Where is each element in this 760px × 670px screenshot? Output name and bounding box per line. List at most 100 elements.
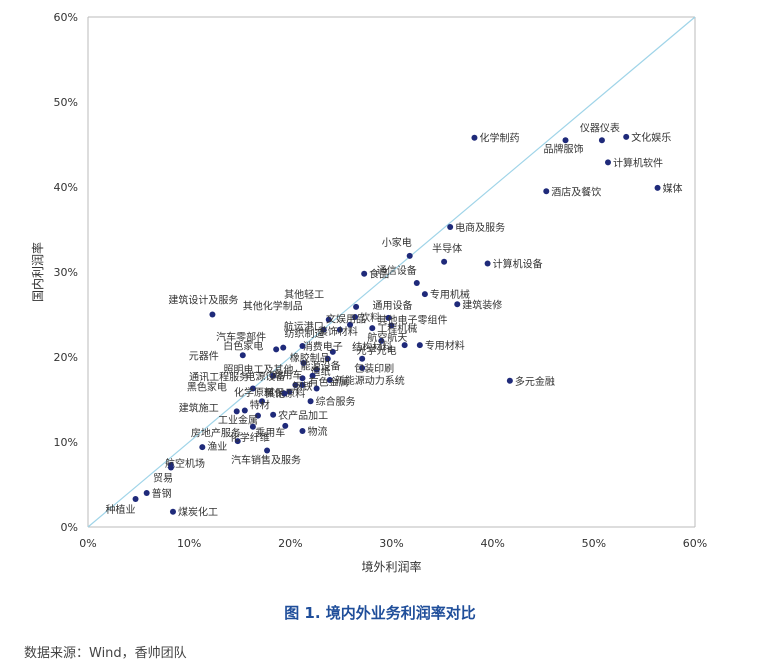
data-point-label: 通讯工程服务: [189, 371, 249, 384]
data-point: [324, 355, 331, 362]
data-point-label: 化学原料: [234, 386, 274, 399]
y-tick-label: 50%: [54, 96, 78, 109]
x-tick-label: 40%: [480, 537, 504, 550]
data-point-label: 航运港口: [284, 320, 324, 333]
data-point-label: 结构材料: [352, 341, 392, 354]
data-point-label: 照明电工及其他: [223, 363, 293, 376]
data-point: [598, 137, 605, 144]
data-point-label: 通用设备: [372, 299, 412, 312]
data-point: [300, 359, 307, 366]
data-point: [280, 344, 287, 351]
data-point: [543, 188, 550, 195]
data-point: [143, 490, 150, 496]
data-point-label: 新能源动力系统: [335, 374, 405, 387]
data-point-label: 特材: [250, 399, 270, 412]
data-point-label: 造纸: [311, 365, 331, 378]
data-point-label: 航空航天: [367, 331, 407, 344]
data-point-label: 计算机设备: [493, 258, 543, 271]
data-point-label: 其他轻工: [284, 288, 324, 301]
data-point-label: 半导体: [432, 242, 462, 255]
data-point-label: 普钢: [152, 487, 172, 500]
data-point: [471, 134, 478, 141]
data-point: [454, 301, 461, 308]
data-point-label: 汽车销售及服务: [231, 454, 301, 467]
data-point: [259, 398, 266, 405]
data-point: [299, 427, 306, 434]
figure-caption: 图 1. 境内外业务利润率对比: [284, 604, 476, 622]
data-point: [234, 438, 241, 445]
data-point-label: 电源设备: [245, 370, 285, 383]
data-point: [132, 495, 139, 502]
data-point: [299, 382, 306, 389]
data-point: [654, 184, 661, 191]
data-point: [249, 385, 256, 392]
y-axis-label: 国内利润率: [30, 242, 45, 302]
data-point: [241, 407, 248, 414]
data-point-label: 白色家电: [223, 340, 263, 353]
data-point: [336, 326, 343, 333]
data-point-label: 装饰材料: [318, 325, 358, 338]
data-point: [320, 326, 327, 333]
data-point-label: 工程机械: [377, 322, 417, 335]
data-point-label: 通信设备: [377, 264, 417, 277]
data-point-label: 文娱用品: [326, 313, 366, 326]
data-point-label: 文化娱乐: [631, 131, 671, 144]
data-point: [282, 422, 289, 429]
data-point: [313, 385, 320, 392]
data-point: [347, 321, 354, 328]
data-point-label: 汽车零部件: [216, 330, 266, 343]
data-point: [264, 447, 271, 454]
data-point-label: 纺织制造: [284, 327, 324, 340]
data-point-label: 化学纤维: [230, 431, 270, 444]
data-source-note: 数据来源：Wind，香帅团队: [24, 646, 187, 661]
data-point-label: 建筑装修: [462, 298, 502, 311]
data-point: [199, 444, 206, 451]
data-point: [378, 337, 385, 344]
data-point-label: 品牌服饰: [544, 142, 584, 155]
data-point-label: 专用材料: [425, 339, 465, 352]
y-tick-label: 10%: [54, 436, 78, 449]
data-point-label: 小家电: [382, 236, 412, 249]
data-point: [270, 372, 277, 379]
data-point: [286, 388, 293, 395]
data-point-label: 光学光电: [357, 344, 397, 357]
data-point: [361, 270, 368, 277]
data-point-label: 航空机场: [165, 457, 205, 470]
y-tick-label: 20%: [54, 351, 78, 364]
y-tick-label: 60%: [54, 11, 78, 24]
data-point: [233, 408, 240, 415]
data-point-label: 种植业: [106, 503, 136, 516]
data-point: [167, 464, 174, 471]
x-tick-label: 30%: [379, 537, 403, 550]
data-point: [388, 322, 395, 329]
data-point-label: 商用车: [272, 368, 302, 381]
data-point: [352, 314, 359, 321]
data-point-label: 能源设备: [301, 360, 341, 373]
data-point: [249, 423, 256, 430]
data-point: [299, 375, 306, 382]
data-point: [359, 355, 366, 362]
data-point: [254, 412, 261, 419]
data-point-label: 其他化学制品: [243, 300, 303, 313]
data-point: [604, 159, 611, 166]
data-point-label: 食品: [369, 268, 389, 281]
data-point-label: 乘用车: [255, 426, 285, 439]
x-tick-label: 60%: [683, 537, 707, 550]
data-point-label: 消费电子: [303, 340, 343, 353]
data-point-label: 橡胶制品: [290, 352, 330, 365]
data-point: [209, 311, 216, 318]
data-point: [329, 348, 336, 355]
data-point-label: 贸易: [153, 473, 173, 485]
scatter-chart: 0% 10% 20% 30% 40% 50% 60% 0% 10% 20% 30% 40% 50% 60%…: [30, 11, 707, 574]
data-point: [353, 303, 360, 310]
data-point: [623, 133, 630, 140]
data-point-label: 工业金属: [218, 414, 258, 427]
data-point: [406, 252, 413, 259]
data-point: [309, 372, 316, 379]
data-point-label: 渔业: [207, 441, 227, 453]
data-point-label: 建筑施工: [179, 401, 219, 414]
data-point-label: 计算机软件: [613, 156, 663, 169]
data-point: [421, 291, 428, 298]
x-axis-label: 境外利润率: [361, 559, 421, 574]
data-point: [270, 411, 277, 418]
